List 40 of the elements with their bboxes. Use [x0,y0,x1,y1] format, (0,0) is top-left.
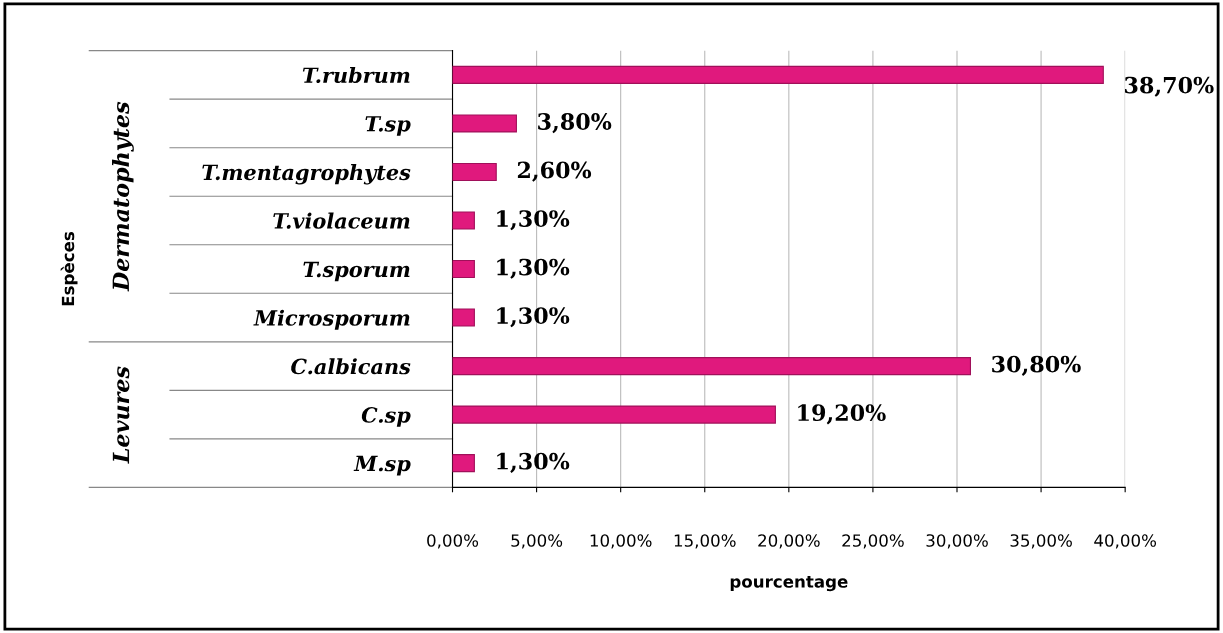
x-tick-label: 30,00% [926,534,988,549]
bar [452,357,972,376]
data-label: 1,30% [497,258,570,279]
x-tick-label: 25,00% [842,534,904,549]
x-tick-label: 40,00% [1094,534,1157,549]
y-tick-label: C.albicans [291,358,411,375]
x-tick-label: 20,00% [758,534,820,549]
bar [452,405,776,424]
bar [452,65,1104,84]
text: Espèces [60,231,78,306]
bar [452,454,475,473]
bar [452,162,497,182]
bar [452,259,475,279]
text: Dermatophytes [112,101,134,292]
x-axis-title: pourcentage [730,575,848,592]
data-label: 2,60% [517,161,592,182]
data-label: 1,30% [497,210,570,231]
y-tick-label: M.sp [353,455,411,476]
data-label: 19,20% [798,404,886,425]
bar [452,308,475,327]
data-label: 30,80% [992,355,1081,376]
data-label: 1,30% [497,307,570,328]
bar [452,114,517,133]
y-tick-label: T.sp [365,116,411,136]
data-label: 38,70% [1125,76,1214,97]
x-tick-label: 5,00% [511,534,563,549]
data-label: 3,80% [538,113,612,134]
y-tick-label: Microsporum [253,309,410,330]
y-tick-label: T.violaceum [273,212,410,229]
y-tick-label: T.rubrum [302,66,410,84]
text: Levures [112,366,130,464]
y-tick-label: T.sporum [303,261,410,282]
x-tick-label: 35,00% [1010,534,1072,549]
y-tick-label: C.sp [361,407,411,427]
x-tick-label: 10,00% [590,534,652,549]
data-label: 1,30% [497,452,570,473]
x-tick-label: 15,00% [674,534,736,549]
bar [452,211,475,230]
y-tick-label: T.mentagrophytes [202,164,411,185]
x-tick-label: 0,00% [427,534,479,549]
